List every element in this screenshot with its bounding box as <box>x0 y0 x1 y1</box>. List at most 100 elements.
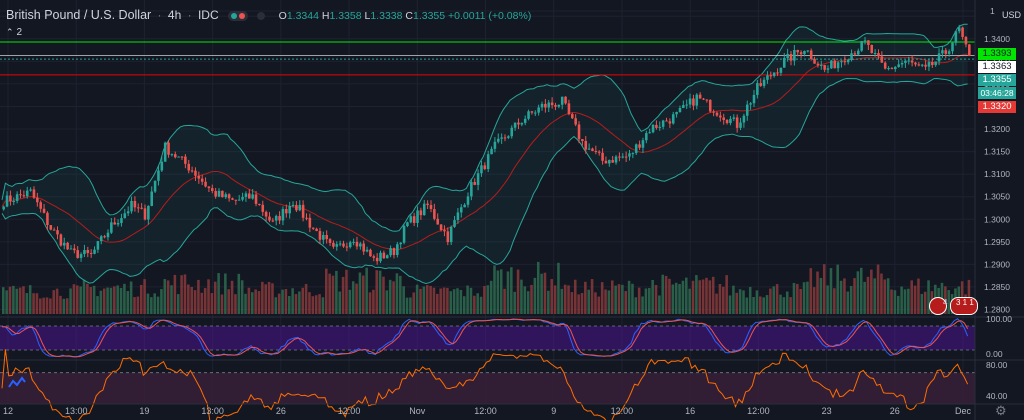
candle-body <box>89 252 93 254</box>
candle-body <box>772 72 776 77</box>
volume-bar <box>82 279 86 314</box>
candle-body <box>661 120 665 127</box>
candle-body <box>295 204 298 211</box>
tradingview-logo-icon[interactable] <box>8 376 26 390</box>
volume-bar <box>146 293 150 314</box>
volume-bar <box>25 293 29 314</box>
candlesticks[interactable] <box>2 24 971 265</box>
candle-body <box>668 121 672 124</box>
volume-bar <box>557 262 560 314</box>
candle-body <box>608 160 611 164</box>
volume-bar <box>691 280 695 314</box>
volume-bar <box>240 280 244 314</box>
candle-body <box>507 136 510 138</box>
volume-bar <box>637 287 641 314</box>
candle-body <box>271 220 275 222</box>
candle-body <box>735 117 739 128</box>
volume-bar <box>351 281 355 314</box>
volume-bar <box>126 291 130 314</box>
candle-body <box>382 252 386 259</box>
volume-bar <box>664 275 668 314</box>
candle-body <box>826 68 830 70</box>
candle-body <box>224 194 228 198</box>
volume-bar <box>341 276 345 314</box>
time-tick-label: 16 <box>685 406 695 416</box>
volume-bar <box>597 296 601 314</box>
candle-body <box>631 153 635 155</box>
volume-bar <box>365 267 368 314</box>
us-flag-event-group-icon[interactable] <box>950 297 978 315</box>
volume-bar <box>442 287 446 314</box>
candle-body <box>288 205 291 214</box>
volume-bar <box>849 285 853 314</box>
volume-bar <box>72 284 76 314</box>
volume-bar <box>52 290 56 314</box>
candle-body <box>682 105 685 108</box>
volume-bar <box>325 268 328 314</box>
candle-body <box>745 104 749 116</box>
volume-bar <box>116 285 119 314</box>
time-tick-label: 9 <box>551 406 556 416</box>
candle-body <box>819 65 823 67</box>
volume-bar <box>462 296 466 314</box>
volume-bar <box>621 284 624 314</box>
candle-body <box>322 234 325 240</box>
candle-body <box>261 204 265 212</box>
candle-body <box>547 102 551 108</box>
candle-body <box>782 58 786 68</box>
volume-bar <box>520 279 523 314</box>
candle-body <box>123 213 127 219</box>
volume-bar <box>139 284 143 314</box>
volume-bar <box>590 279 594 314</box>
volume-bar <box>479 296 483 314</box>
volume-bar <box>910 280 914 314</box>
candle-body <box>116 223 120 225</box>
volume-bar <box>903 289 907 314</box>
gear-icon[interactable]: ⚙ <box>995 403 1007 418</box>
volume-bar <box>277 293 281 314</box>
us-flag-event-icon[interactable] <box>929 297 947 315</box>
volume-bar <box>486 285 490 314</box>
volume-bar <box>755 290 759 314</box>
candle-body <box>73 248 76 251</box>
volume-bar <box>769 288 772 314</box>
candle-body <box>325 234 328 240</box>
volume-bar <box>96 296 99 314</box>
candle-body <box>409 216 413 223</box>
price-tick-label: 1.2900 <box>984 259 1010 269</box>
volume-bar <box>580 293 584 314</box>
candle-body <box>671 114 675 124</box>
interval-label[interactable]: 4h <box>167 8 182 22</box>
volume-bar <box>49 298 52 314</box>
candle-body <box>379 252 382 262</box>
volume-bar <box>533 277 537 314</box>
volume-bar <box>792 282 796 314</box>
volume-bar <box>466 285 469 314</box>
ohlc-readout: O1.3344 H1.3358 L1.3338 C1.3355 +0.0011 … <box>278 10 532 22</box>
indicators-toggle[interactable]: ⌃ 2 <box>6 27 23 38</box>
volume-bar <box>321 297 325 314</box>
candle-body <box>254 194 258 204</box>
volume-bar <box>876 264 880 314</box>
candle-body <box>126 211 130 214</box>
candle-body <box>136 207 140 209</box>
volume-bar <box>446 287 449 314</box>
volume-bar <box>759 296 762 314</box>
candle-body <box>769 75 773 77</box>
volume-bar <box>711 276 715 314</box>
alert-dot-icon[interactable] <box>257 11 266 20</box>
volume-bar <box>76 285 79 314</box>
candle-body <box>399 242 402 245</box>
candle-body <box>887 68 890 70</box>
volume-bar <box>732 285 735 314</box>
candle-body <box>355 241 359 247</box>
volume-bar <box>947 290 951 314</box>
volume-bar <box>176 294 180 314</box>
volume-bar <box>536 261 540 314</box>
volume-bar <box>264 284 268 314</box>
symbol-title[interactable]: British Pound / U.S. Dollar <box>6 8 152 22</box>
candle-body <box>655 124 658 128</box>
volume-bar <box>92 285 96 314</box>
candle-body <box>638 144 641 148</box>
